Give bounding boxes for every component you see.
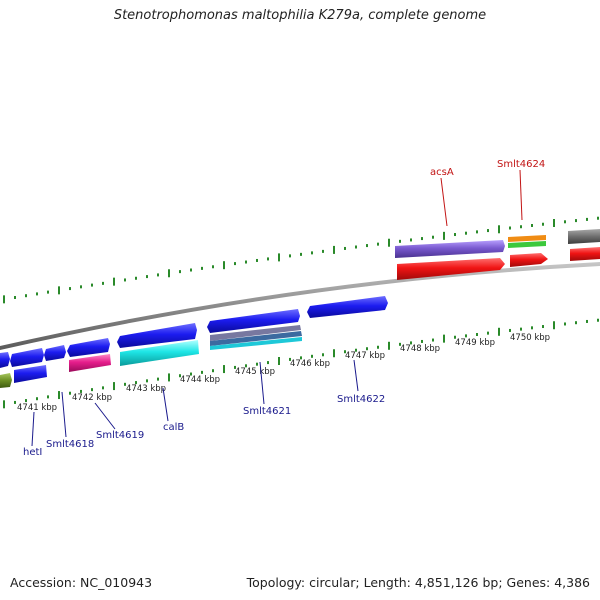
scale-label: 4749 kbp: [455, 338, 495, 348]
gene-label-Smlt4624: Smlt4624: [497, 159, 545, 170]
scale-label: 4743 kbp: [126, 384, 166, 394]
scale-label: 4742 kbp: [72, 393, 112, 403]
lower-tick-ring: [3, 318, 599, 409]
gene-arrow[interactable]: [44, 345, 66, 361]
scale-label: 4745 kbp: [235, 367, 275, 377]
scale-labels: 4741 kbp 4742 kbp 4743 kbp 4744 kbp 4745…: [17, 333, 550, 413]
gene-arrow[interactable]: [570, 247, 600, 261]
gene-arrow[interactable]: [210, 331, 302, 346]
gene-arrow[interactable]: [14, 365, 47, 383]
gene-label-hetI: hetI: [23, 447, 42, 458]
forward-strand-genes: [395, 229, 600, 258]
scale-label: 4744 kbp: [180, 375, 220, 385]
gene-arrow[interactable]: [0, 352, 10, 368]
gene-arrow[interactable]: [0, 373, 12, 388]
scale-label: 4747 kbp: [345, 351, 385, 361]
gene-arrow[interactable]: [397, 258, 505, 280]
gene-arrow[interactable]: [69, 354, 111, 372]
gene-arrow[interactable]: [207, 309, 300, 333]
gene-arrow[interactable]: [67, 338, 110, 357]
gene-arrow[interactable]: [307, 296, 388, 318]
gene-labels-bottom: hetI Smlt4618 Smlt4619 calB Smlt4621 Sml…: [23, 359, 385, 458]
topology-text: Topology: circular; Length: 4,851,126 bp…: [246, 575, 590, 590]
accession-text: Accession: NC_010943: [10, 575, 153, 590]
gene-label-Smlt4619: Smlt4619: [96, 430, 144, 441]
map-title: Stenotrophomonas maltophilia K279a, comp…: [113, 8, 487, 23]
scale-label: 4750 kbp: [510, 333, 550, 343]
gene-label-calB: calB: [163, 422, 184, 433]
gene-arrow[interactable]: [210, 325, 301, 341]
gene-arrow[interactable]: [568, 229, 600, 244]
gene-arrow[interactable]: [117, 323, 197, 348]
gene-label-Smlt4622: Smlt4622: [337, 394, 385, 405]
scale-label: 4746 kbp: [290, 359, 330, 369]
gene-label-Smlt4618: Smlt4618: [46, 439, 94, 450]
gene-arrow[interactable]: [508, 235, 546, 242]
gene-arrow[interactable]: [510, 253, 548, 267]
gene-arrow[interactable]: [10, 348, 44, 367]
gene-arrow[interactable]: [120, 340, 199, 366]
gene-arrow[interactable]: [508, 241, 546, 248]
gene-labels-top: acsA Smlt4624: [430, 159, 545, 227]
gene-label-Smlt4621: Smlt4621: [243, 406, 291, 417]
scale-label: 4748 kbp: [400, 344, 440, 354]
scale-label: 4741 kbp: [17, 403, 57, 413]
gene-label-acsA: acsA: [430, 167, 454, 178]
upper-tick-ring: [3, 216, 599, 304]
gene-arrow[interactable]: [210, 337, 302, 350]
gene-arrow[interactable]: [395, 240, 505, 258]
genes-below-backbone: [0, 296, 388, 388]
reverse-strand-genes-upper: [397, 247, 600, 280]
